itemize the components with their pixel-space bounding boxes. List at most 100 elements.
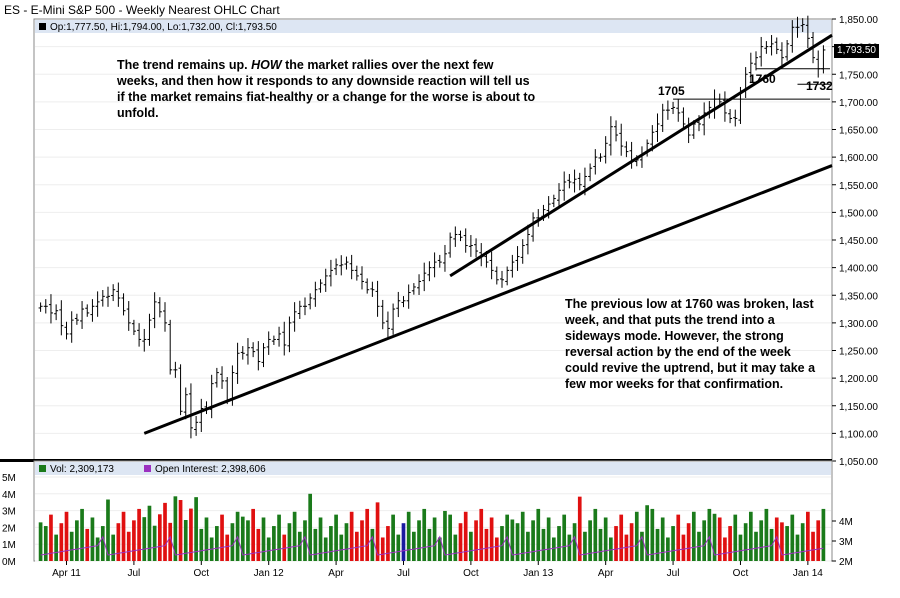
volume-bar (277, 514, 281, 561)
ohlc-bar (90, 299, 95, 322)
ohlc-bar (779, 42, 784, 66)
volume-bar (458, 523, 463, 561)
volume-bar (474, 520, 478, 561)
trendlines (143, 33, 833, 435)
volume-bar (323, 537, 328, 561)
volume-bar (712, 513, 717, 561)
ohlc-bar (64, 321, 69, 340)
volume-bar (754, 531, 758, 561)
volume-bar (106, 499, 110, 561)
volume-bar (365, 508, 370, 561)
volume-bar (292, 511, 297, 561)
ohlc-readout: Op:1,777.50, Hi:1,794.00, Lo:1,732.00, C… (50, 22, 277, 33)
ohlc-bar (43, 299, 48, 314)
volume-bar (655, 528, 660, 561)
volume-bar (132, 520, 136, 561)
volume-bar (738, 534, 743, 561)
volume-bar (272, 526, 276, 561)
ohlc-bar (468, 235, 473, 257)
volume-bar (811, 531, 815, 561)
volume-bar (743, 523, 748, 561)
volume-bar (588, 520, 592, 561)
volume-bar (686, 523, 691, 561)
volume-bar (816, 520, 821, 561)
volume-bar (189, 508, 193, 561)
ohlc-bar (59, 300, 64, 336)
volume-bar (256, 528, 261, 561)
volume-bar (660, 517, 665, 561)
volume-bar (116, 523, 121, 561)
volume-bar (100, 526, 105, 561)
volume-bar (759, 520, 764, 561)
ohlc-bar (116, 282, 121, 307)
ohlc-bar (69, 311, 74, 343)
volume-bar (515, 523, 520, 561)
price-y-tick-label: 1,050.00 (839, 457, 878, 468)
ohlc-bar (748, 52, 753, 84)
x-tick-label: Jan 13 (523, 568, 553, 579)
ohlc-bar (318, 279, 323, 293)
x-tick-label: Oct (194, 568, 210, 579)
price-y-tick-label: 1,300.00 (839, 319, 878, 330)
volume-bar (448, 514, 452, 561)
ohlc-bar (531, 212, 536, 242)
volume-readout: Vol: 2,309,173 (50, 464, 114, 475)
ohlc-bar (328, 259, 333, 287)
volume-bar (303, 520, 307, 561)
ohlc-bar (437, 254, 442, 268)
price-y-tick-label: 1,650.00 (839, 126, 878, 137)
volume-bar (111, 534, 116, 561)
volume-bar (557, 526, 561, 561)
volume-bar (463, 511, 468, 561)
ohlc-bar (764, 41, 769, 54)
ohlc-bar (525, 224, 530, 255)
price-y-tick-label: 1,150.00 (839, 402, 878, 413)
volume-bar (266, 537, 271, 561)
trendline-2 (449, 33, 833, 278)
volume-bar (551, 537, 556, 561)
volume-bar (728, 526, 732, 561)
volume-y-tick-label-left: 4M (2, 490, 16, 501)
volume-bar (334, 514, 338, 561)
volume-bar (790, 514, 795, 561)
volume-bar (619, 514, 624, 561)
ohlc-bar (339, 255, 344, 276)
last-price-label: 1,793.50 (834, 44, 879, 58)
ohlc-bar (391, 303, 396, 335)
ohlc-bar (111, 284, 116, 302)
ohlc-bar (805, 15, 810, 49)
volume-bar (707, 508, 712, 561)
x-tick-label: Apr 11 (52, 568, 81, 579)
volume-bar (691, 511, 696, 561)
ohlc-bar (54, 304, 59, 321)
volume-bar (432, 517, 437, 561)
volume-bar (723, 537, 727, 561)
volume-bar (645, 505, 649, 561)
ohlc-bar (676, 99, 681, 122)
ohlc-bar (271, 335, 276, 345)
volume-bar (251, 508, 255, 561)
ohlc-bar (774, 37, 779, 55)
support-levels (673, 68, 830, 100)
ohlc-bar (214, 367, 219, 388)
ohlc-bar (551, 194, 556, 208)
volume-bar (215, 526, 219, 561)
volume-bar (396, 534, 401, 561)
ohlc-bar (655, 113, 660, 142)
volume-bar (469, 531, 473, 561)
x-tick-label: Jul (667, 568, 680, 579)
ohlc-bar (660, 103, 665, 132)
volume-bar (546, 517, 551, 561)
ohlc-bar (754, 51, 759, 71)
volume-bar (536, 508, 541, 561)
ohlc-bar (48, 294, 53, 324)
volume-bar (531, 520, 535, 561)
volume-bar (479, 508, 484, 561)
ohlc-bar (417, 274, 422, 295)
ohlc-bar (370, 281, 375, 297)
volume-y-tick-label-right: 4M (839, 517, 853, 528)
volume-bar (417, 520, 421, 561)
ohlc-bar (406, 284, 411, 309)
volume-bar (593, 508, 598, 561)
